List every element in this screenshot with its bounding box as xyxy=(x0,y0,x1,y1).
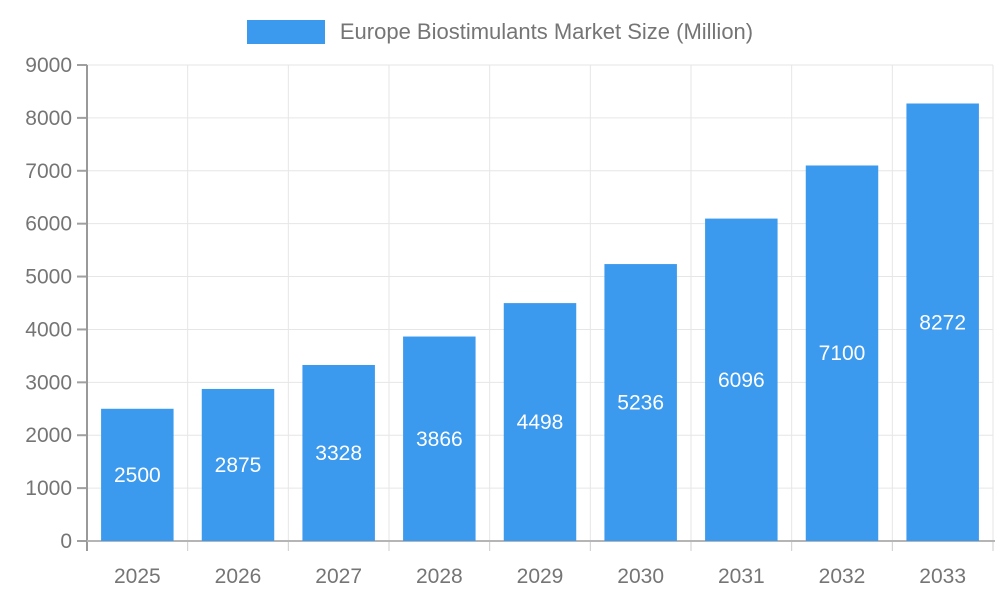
y-axis-label-7000: 7000 xyxy=(25,160,72,183)
legend-item[interactable]: Europe Biostimulants Market Size (Millio… xyxy=(0,0,1000,64)
bar-2025[interactable] xyxy=(101,408,174,541)
y-axis-label-0: 0 xyxy=(60,530,72,553)
bar-value-label-2026: 2875 xyxy=(215,454,262,477)
bar-2031[interactable] xyxy=(705,218,778,541)
x-axis-label-2032: 2032 xyxy=(819,565,866,588)
bar-value-label-2033: 8272 xyxy=(919,311,966,334)
x-axis-label-2029: 2029 xyxy=(517,565,564,588)
x-axis-label-2027: 2027 xyxy=(315,565,362,588)
x-axis-label-2030: 2030 xyxy=(617,565,664,588)
bar-value-label-2031: 6096 xyxy=(718,369,765,392)
y-axis-label-2000: 2000 xyxy=(25,424,72,447)
bar-value-label-2028: 3866 xyxy=(416,428,463,451)
y-axis-label-4000: 4000 xyxy=(25,318,72,341)
bar-2033[interactable] xyxy=(906,103,979,541)
x-axis-label-2028: 2028 xyxy=(416,565,463,588)
bar-value-label-2025: 2500 xyxy=(114,464,161,487)
bar-value-label-2032: 7100 xyxy=(819,342,866,365)
x-axis-label-2031: 2031 xyxy=(718,565,765,588)
y-axis-label-9000: 9000 xyxy=(25,54,72,77)
legend-label: Europe Biostimulants Market Size (Millio… xyxy=(339,19,754,44)
bar-value-label-2027: 3328 xyxy=(315,442,362,465)
bar-2026[interactable] xyxy=(201,388,275,541)
bar-2032[interactable] xyxy=(805,165,879,541)
y-axis-label-6000: 6000 xyxy=(25,213,72,236)
y-axis-label-5000: 5000 xyxy=(25,266,72,289)
legend-swatch xyxy=(246,20,325,44)
x-axis-label-2025: 2025 xyxy=(114,565,161,588)
bar-value-label-2030: 5236 xyxy=(617,392,664,415)
y-axis-label-8000: 8000 xyxy=(25,107,72,130)
y-axis-label-3000: 3000 xyxy=(25,371,72,394)
bar-2029[interactable] xyxy=(503,303,577,541)
bar-2030[interactable] xyxy=(604,264,677,541)
x-axis-label-2026: 2026 xyxy=(215,565,262,588)
bar-2028[interactable] xyxy=(403,336,476,541)
bar-value-label-2029: 4498 xyxy=(517,411,564,434)
bar-2027[interactable] xyxy=(302,364,375,541)
x-axis-label-2033: 2033 xyxy=(919,565,966,588)
y-axis-label-1000: 1000 xyxy=(25,477,72,500)
